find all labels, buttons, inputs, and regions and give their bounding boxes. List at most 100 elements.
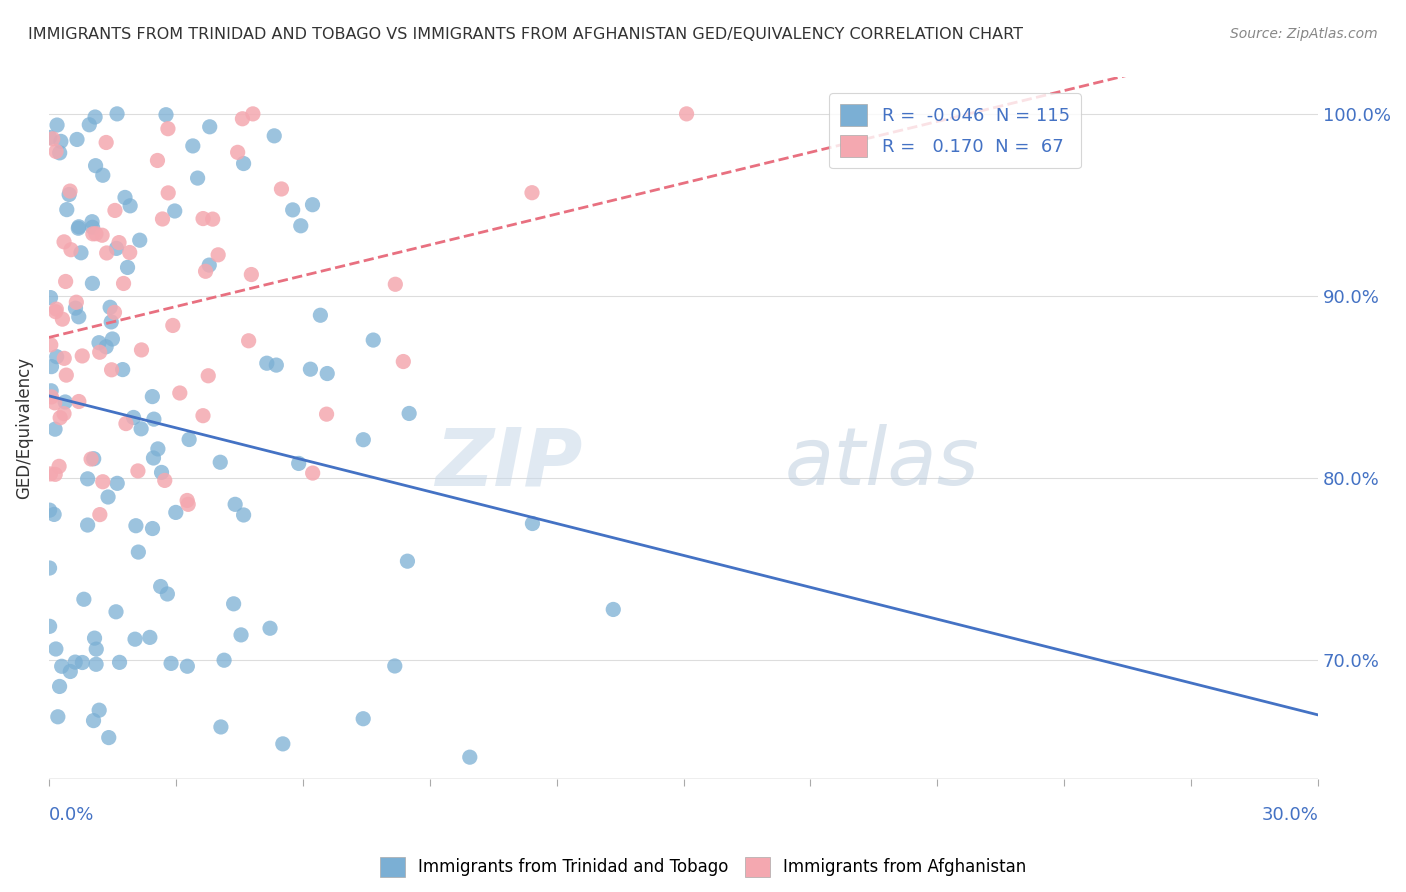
Point (222, 597, 245, 611)
Point (53, 407, 76, 421)
Point (84, 110, 107, 124)
Point (361, 333, 384, 347)
Point (97, 490, 120, 504)
Point (96, 246, 118, 260)
Point (101, 332, 124, 346)
Point (256, 356, 278, 370)
Point (114, 190, 136, 204)
Point (281, 202, 304, 217)
Point (396, 554, 419, 568)
Point (141, 390, 163, 404)
Point (156, 587, 179, 601)
Point (98, 300, 121, 314)
Point (675, 107, 697, 121)
Point (42, 508, 65, 522)
Point (84, 657, 107, 672)
Point (352, 433, 374, 447)
Point (39, 338, 62, 352)
Point (165, 505, 187, 519)
Point (226, 145, 249, 160)
Point (45, 642, 67, 657)
Point (156, 121, 179, 136)
Point (301, 198, 323, 212)
Point (84, 159, 107, 173)
Point (520, 186, 543, 200)
Point (67, 310, 90, 324)
Point (139, 631, 162, 645)
Point (104, 203, 127, 218)
Point (44, 467, 66, 482)
Point (53, 235, 76, 249)
Point (44, 396, 66, 410)
Point (240, 268, 263, 282)
Point (142, 450, 165, 465)
Legend: Immigrants from Trinidad and Tobago, Immigrants from Afghanistan: Immigrants from Trinidad and Tobago, Imm… (373, 850, 1033, 884)
Point (96, 136, 118, 150)
Point (59, 665, 82, 679)
Point (45, 302, 67, 317)
Point (105, 476, 128, 491)
Point (39, 291, 62, 305)
Point (141, 522, 163, 536)
Point (238, 334, 260, 348)
Point (51, 659, 73, 673)
Point (80, 452, 103, 467)
Point (458, 750, 481, 764)
Point (299, 362, 322, 376)
Point (309, 308, 332, 322)
Point (146, 442, 169, 456)
Point (270, 182, 292, 196)
Point (38, 130, 60, 145)
Point (108, 235, 131, 250)
Point (51, 312, 73, 326)
Text: ZIP: ZIP (434, 424, 582, 502)
Point (198, 258, 221, 272)
Point (224, 497, 246, 511)
Point (602, 602, 624, 616)
Point (290, 219, 312, 233)
Point (97, 731, 120, 745)
Point (301, 466, 323, 480)
Point (84, 642, 107, 657)
Point (124, 632, 146, 647)
Point (53, 351, 76, 366)
Point (179, 433, 201, 447)
Point (384, 659, 406, 673)
Point (131, 343, 153, 357)
Point (118, 245, 141, 260)
Point (191, 409, 214, 423)
Point (83, 714, 105, 728)
Point (103, 305, 125, 319)
Point (79, 118, 101, 132)
Point (45, 304, 67, 318)
Point (76, 518, 98, 533)
Point (522, 516, 544, 531)
Point (163, 204, 186, 219)
Point (176, 659, 198, 673)
Point (112, 277, 135, 291)
Text: 0.0%: 0.0% (49, 806, 94, 824)
Point (59, 184, 82, 198)
Point (44, 422, 66, 436)
Point (67, 219, 90, 234)
Point (94, 340, 117, 354)
Point (83, 631, 105, 645)
Point (91, 475, 114, 489)
Point (212, 653, 235, 667)
Point (177, 497, 200, 511)
Point (191, 211, 214, 226)
Point (194, 264, 217, 278)
Point (160, 657, 183, 671)
Point (153, 474, 176, 488)
Point (108, 656, 131, 670)
Point (84, 227, 107, 241)
Point (70, 349, 93, 363)
Point (271, 737, 294, 751)
Point (100, 315, 122, 329)
Legend: R =  -0.046  N = 115, R =   0.170  N =  67: R = -0.046 N = 115, R = 0.170 N = 67 (830, 94, 1081, 169)
Point (384, 277, 406, 292)
Point (315, 407, 337, 421)
Point (42, 132, 65, 146)
Point (55, 275, 77, 289)
Point (91, 168, 114, 182)
